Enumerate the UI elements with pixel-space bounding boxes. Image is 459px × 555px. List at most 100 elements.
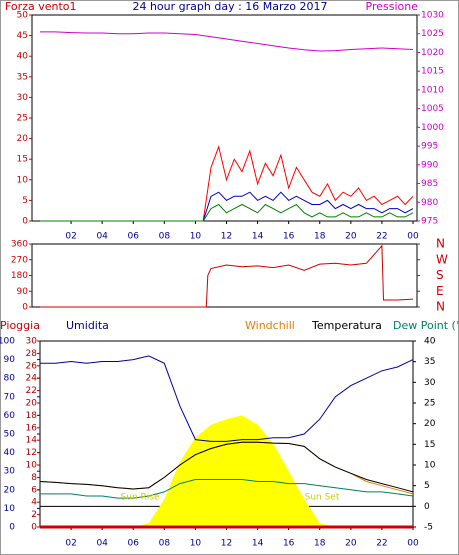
y-tick-label: 10 <box>17 175 29 185</box>
y-tick-label: 28 <box>26 349 38 359</box>
x-tick-label: 18 <box>314 232 326 242</box>
x-tick-label: 02 <box>65 232 76 242</box>
y-tick-label: 70 <box>4 392 16 402</box>
y-tick-label: 35 <box>17 72 28 82</box>
annotation: Sun Rise <box>121 493 160 503</box>
x-tick-label: 22 <box>376 232 387 242</box>
x-tick-label: 14 <box>252 232 264 242</box>
y-tick-label: 8 <box>31 473 37 483</box>
y-tick-label: 980 <box>421 198 438 208</box>
y-tick-label: 45 <box>17 31 28 41</box>
series-line <box>40 355 414 442</box>
y-tick-label: 5 <box>22 196 28 206</box>
windchill-label: Windchill <box>245 319 295 332</box>
humidity-label: Umidita <box>66 319 109 332</box>
y-tick-label: 40 <box>4 448 16 458</box>
y-tick-label: 985 <box>421 179 438 189</box>
y-tick-label: 30 <box>17 93 29 103</box>
x-tick-label: 04 <box>96 539 108 549</box>
y-tick-label: 1005 <box>421 104 444 114</box>
y-tick-label: 20 <box>424 419 436 429</box>
plot-area <box>31 243 418 308</box>
y-tick-label: 975 <box>421 217 438 227</box>
x-tick-label: 12 <box>221 232 232 242</box>
y-tick-label: 4 <box>31 498 37 508</box>
y-tick-label: 15 <box>17 155 28 165</box>
series-line <box>40 203 414 222</box>
y-tick-label: 1000 <box>421 123 444 133</box>
y-tick-label: 30 <box>424 378 436 388</box>
y-tick-label: 20 <box>26 399 38 409</box>
series-line <box>40 191 414 222</box>
y-tick-label: 12 <box>26 448 37 458</box>
y-tick-label: 15 <box>424 440 435 450</box>
y-tick-label: 22 <box>26 386 37 396</box>
y-tick-label: 995 <box>421 142 438 152</box>
y-tick-label: 100 <box>0 337 15 347</box>
x-tick-label: 12 <box>221 539 232 549</box>
x-tick-label: 10 <box>190 232 202 242</box>
y-tick-label: 0 <box>9 523 15 533</box>
y-tick-label: 270 <box>11 255 28 265</box>
y-tick-label: 30 <box>26 337 38 347</box>
y-tick-label: 6 <box>31 485 37 495</box>
y-tick-label: 16 <box>26 423 38 433</box>
x-tick-label: 06 <box>128 232 140 242</box>
series-line <box>39 441 414 493</box>
y-tick-label: N <box>436 300 445 314</box>
y-tick-label: 40 <box>17 52 29 62</box>
plot-area <box>31 14 418 222</box>
y-tick-label: S <box>436 268 444 282</box>
x-tick-label: 16 <box>283 232 295 242</box>
y-tick-label: 18 <box>26 411 38 421</box>
y-tick-label: 1010 <box>421 85 444 95</box>
y-tick-label: N <box>436 237 445 251</box>
y-tick-label: 360 <box>11 240 28 250</box>
series-line <box>40 31 414 52</box>
y-tick-label: 1030 <box>421 11 444 21</box>
y-tick-label: -5 <box>424 523 433 533</box>
x-tick-label: 08 <box>159 539 171 549</box>
x-tick-label: 20 <box>345 232 357 242</box>
y-tick-label: 990 <box>421 160 438 170</box>
y-tick-label: 1020 <box>421 48 444 58</box>
x-tick-label: 10 <box>190 539 202 549</box>
series-line <box>40 479 414 499</box>
dewpoint-label: Dew Point (°C <box>393 319 459 332</box>
y-tick-label: 0 <box>22 303 28 313</box>
y-tick-label: 26 <box>26 361 38 371</box>
y-tick-label: 0 <box>31 523 37 533</box>
wind-label: Forza vento1 <box>5 0 77 13</box>
y-tick-label: E <box>436 284 444 298</box>
y-tick-label: 2 <box>31 510 37 520</box>
x-tick-label: 22 <box>376 539 387 549</box>
chart-title: 24 hour graph day : 16 Marzo 2017 <box>132 0 327 13</box>
y-tick-label: 40 <box>424 337 436 347</box>
y-tick-label: 35 <box>424 357 435 367</box>
y-tick-label: 0 <box>424 502 430 512</box>
series-line <box>40 244 414 308</box>
y-tick-label: 0 <box>22 217 28 227</box>
y-tick-label: 10 <box>424 461 436 471</box>
y-tick-label: 25 <box>424 399 435 409</box>
x-tick-label: 18 <box>314 539 326 549</box>
y-tick-label: 10 <box>26 461 38 471</box>
y-tick-label: 180 <box>11 271 28 281</box>
y-tick-label: 14 <box>26 436 38 446</box>
x-tick-label: 02 <box>65 539 76 549</box>
y-tick-label: 10 <box>4 504 16 514</box>
solar-area <box>40 415 413 527</box>
temperature-label: Temperatura <box>311 319 382 332</box>
annotation: Sun Set <box>305 493 340 503</box>
pressure-label: Pressione <box>366 0 419 13</box>
y-tick-label: 50 <box>4 430 16 440</box>
x-tick-label: 00 <box>407 539 419 549</box>
y-tick-label: 90 <box>17 287 29 297</box>
y-tick-label: 60 <box>4 411 16 421</box>
y-tick-label: 90 <box>4 355 16 365</box>
x-tick-label: 16 <box>283 539 295 549</box>
y-tick-label: 1025 <box>421 29 444 39</box>
y-tick-label: 25 <box>17 114 28 124</box>
x-tick-label: 08 <box>159 232 171 242</box>
